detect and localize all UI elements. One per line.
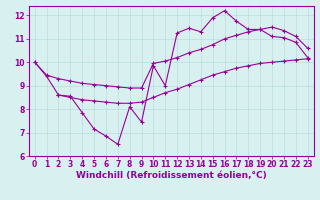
X-axis label: Windchill (Refroidissement éolien,°C): Windchill (Refroidissement éolien,°C) [76, 171, 267, 180]
